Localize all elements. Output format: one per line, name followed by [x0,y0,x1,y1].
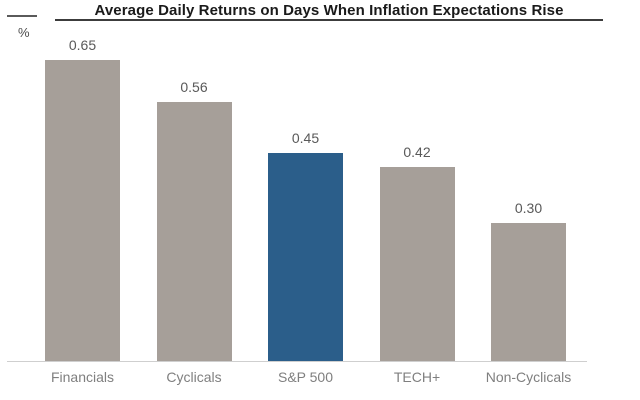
bar-non-cyclicals [491,222,566,362]
top-left-tick [7,15,37,17]
bar-s-p-500 [268,153,343,362]
bar-value-label-s-p-500: 0.45 [291,130,320,147]
chart-title: Average Daily Returns on Days When Infla… [94,2,564,19]
x-axis-label-financials: Financials [50,369,115,385]
title-underline [55,19,603,21]
bar-value-label-financials: 0.65 [68,37,97,54]
bar-value-label-non-cyclicals: 0.30 [514,199,543,216]
y-axis-unit-label: % [18,25,30,40]
x-axis-label-non-cyclicals: Non-Cyclicals [485,369,572,385]
x-axis-line [7,361,587,362]
plot-area: 0.65 0.56 0.45 0.42 0.30 [45,37,566,362]
bar-cyclicals [156,102,232,362]
x-axis-label-s-p-500: S&P 500 [277,369,333,385]
bar-value-label-cyclicals: 0.56 [180,79,208,96]
bar-financials [45,60,120,362]
bar-value-label-tech: 0.42 [403,144,431,161]
bar-tech [379,167,455,362]
x-axis-label-tech: TECH+ [393,369,441,385]
x-axis-label-cyclicals: Cyclicals [166,369,222,385]
